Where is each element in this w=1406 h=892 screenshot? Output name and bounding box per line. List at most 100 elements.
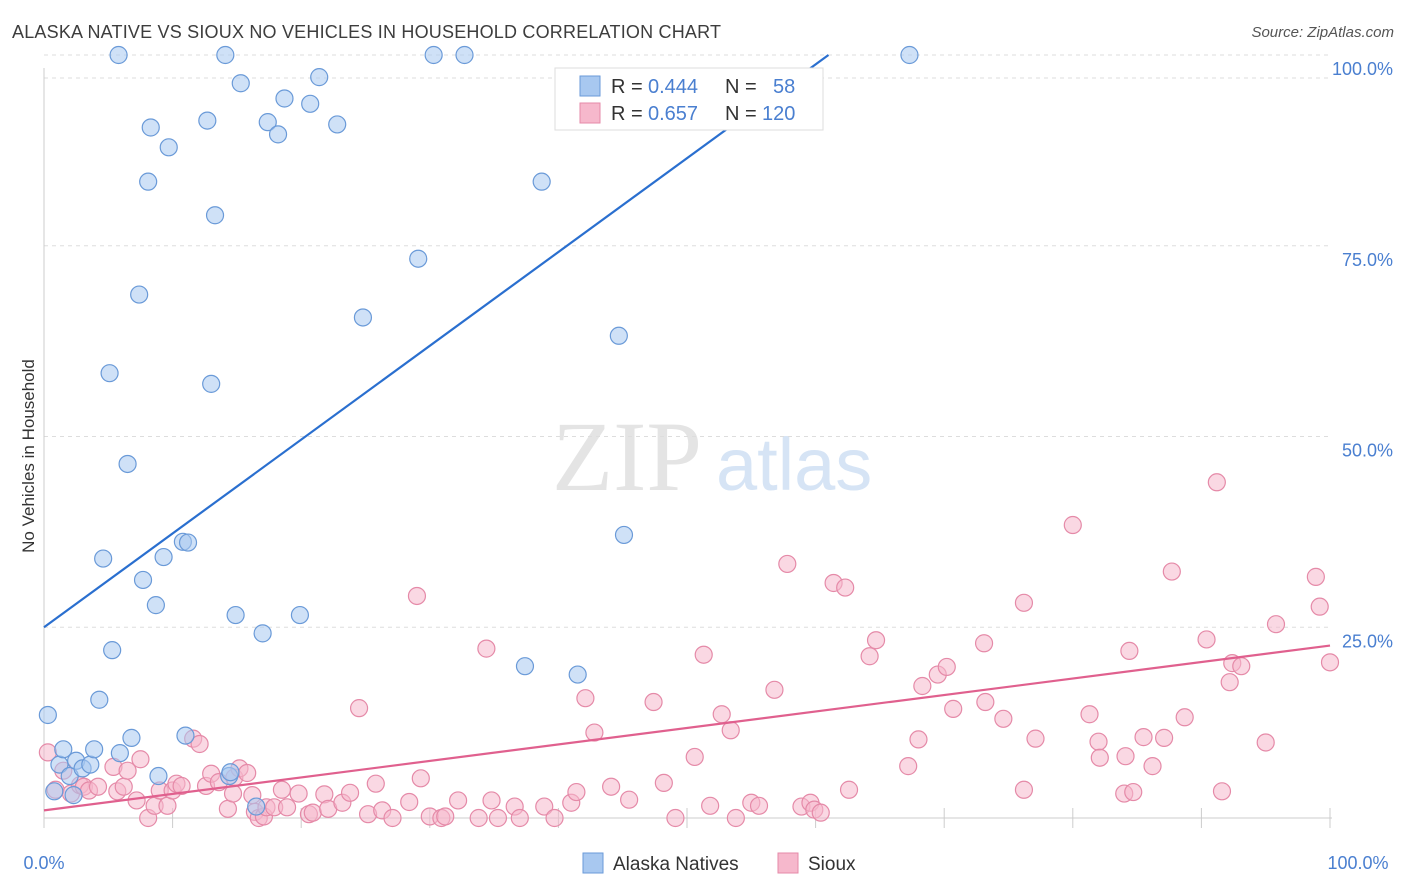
sioux-point-39 [289,784,308,803]
sioux-point-48 [366,774,385,793]
sioux-point-94 [899,757,918,776]
sioux-point-119 [1197,630,1216,649]
sioux-point-22 [190,734,209,754]
alaska-natives-point-10 [90,690,109,709]
alaska-natives-point-47 [409,249,428,268]
bottom-legend-label-alaska-natives: Alaska Natives [613,854,739,875]
sioux-point-26 [218,799,237,818]
sioux-point-104 [1014,593,1034,612]
bottom-legend-swatch-alaska-natives [582,852,604,874]
sioux-point-63 [510,808,529,828]
y-tick-label-25: 25.0% [1342,631,1393,651]
sioux-point-46 [349,699,369,718]
alaska-natives-point-11 [94,549,113,568]
alaska-natives-point-18 [130,285,149,304]
alaska-natives-point-19 [133,570,153,590]
legend-n-value-sioux: 120 [762,103,795,125]
sioux-point-67 [567,782,586,802]
sioux-point-10 [114,777,133,796]
sioux-point-112 [1120,641,1139,661]
alaska-natives-point-13 [103,641,122,660]
sioux-point-7 [88,777,108,796]
series-legend: Alaska Natives Sioux [582,852,856,875]
sioux-point-126 [1266,615,1286,634]
alaska-natives-point-43 [301,94,320,113]
sioux-point-101 [976,692,995,712]
sioux-point-96 [913,676,932,696]
sioux-point-11 [118,761,137,780]
alaska-natives-point-29 [198,111,217,130]
sioux-point-60 [482,791,501,810]
sioux-point-118 [1175,708,1194,727]
legend-swatch-alaska-natives [579,75,601,97]
legend-r-label-sioux: R = [611,103,643,125]
sioux-point-52 [407,586,427,606]
x-tick-label-0: 0.0% [23,853,64,873]
sioux-point-69 [585,723,604,742]
alaska-natives-point-28 [178,533,198,552]
alaska-natives-point-24 [154,547,173,567]
sioux-point-92 [860,647,879,666]
sioux-points [38,473,1340,828]
alaska-natives-point-51 [532,172,551,191]
y-tick-label-100: 100.0% [1332,59,1393,79]
sioux-point-74 [666,808,685,828]
sioux-point-120 [1207,473,1226,492]
sioux-point-105 [1026,729,1045,748]
sioux-point-58 [469,808,488,828]
sioux-point-61 [488,808,508,828]
sioux-point-50 [383,808,402,828]
watermark-zip: ZIP [552,401,702,512]
sioux-point-45 [340,783,360,802]
sioux-point-103 [1014,780,1034,799]
alaska-natives-point-44 [310,68,329,87]
sioux-point-71 [620,790,639,809]
sioux-point-37 [272,780,292,799]
alaska-natives-point-38 [253,624,272,643]
bottom-legend-label-sioux: Sioux [808,854,856,875]
sioux-point-76 [694,645,713,664]
alaska-natives-point-42 [290,605,310,625]
sioux-point-64 [535,797,554,816]
sioux-point-70 [602,777,621,796]
sioux-point-106 [1063,515,1082,535]
sioux-point-65 [545,808,564,828]
alaska-natives-point-5 [64,786,83,805]
sioux-point-84 [778,554,797,574]
x-tick-label-100: 100.0% [1327,853,1388,873]
alaska-natives-point-46 [353,308,373,327]
alaska-natives-point-55 [900,45,919,65]
alaska-natives-point-17 [122,728,141,747]
sioux-point-72 [644,692,663,712]
alaska-natives-point-14 [109,45,128,65]
sioux-point-17 [158,796,177,815]
alaska-natives-point-52 [568,665,587,684]
sioux-point-93 [866,631,886,650]
alaska-natives-point-23 [149,766,168,786]
alaska-natives-point-30 [202,374,221,393]
alaska-natives-point-31 [205,206,225,225]
alaska-natives-point-21 [141,118,160,137]
sioux-point-113 [1124,782,1143,802]
sioux-point-56 [436,807,455,826]
sioux-point-128 [1310,597,1329,616]
alaska-natives-point-16 [118,454,137,474]
legend-swatch-sioux [579,102,601,124]
alaska-natives-point-8 [81,755,100,774]
legend-n-value-alaska-natives: 58 [773,76,795,98]
alaska-natives-point-35 [226,605,245,625]
sioux-point-90 [836,578,855,597]
sioux-point-30 [238,763,257,783]
legend-r-label-alaska-natives: R = [611,76,643,98]
chart-title: ALASKA NATIVE VS SIOUX NO VEHICLES IN HO… [12,22,722,42]
alaska-natives-point-37 [247,797,266,816]
sioux-point-57 [448,791,468,810]
sioux-point-51 [400,792,419,812]
alaska-natives-point-12 [100,364,119,383]
alaska-natives-point-48 [424,45,443,65]
sioux-point-125 [1256,733,1275,752]
alaska-natives-trend-line [43,54,830,629]
sioux-point-53 [411,769,430,788]
y-axis-label: No Vehicles in Household [19,359,38,553]
sioux-point-12 [127,791,146,810]
